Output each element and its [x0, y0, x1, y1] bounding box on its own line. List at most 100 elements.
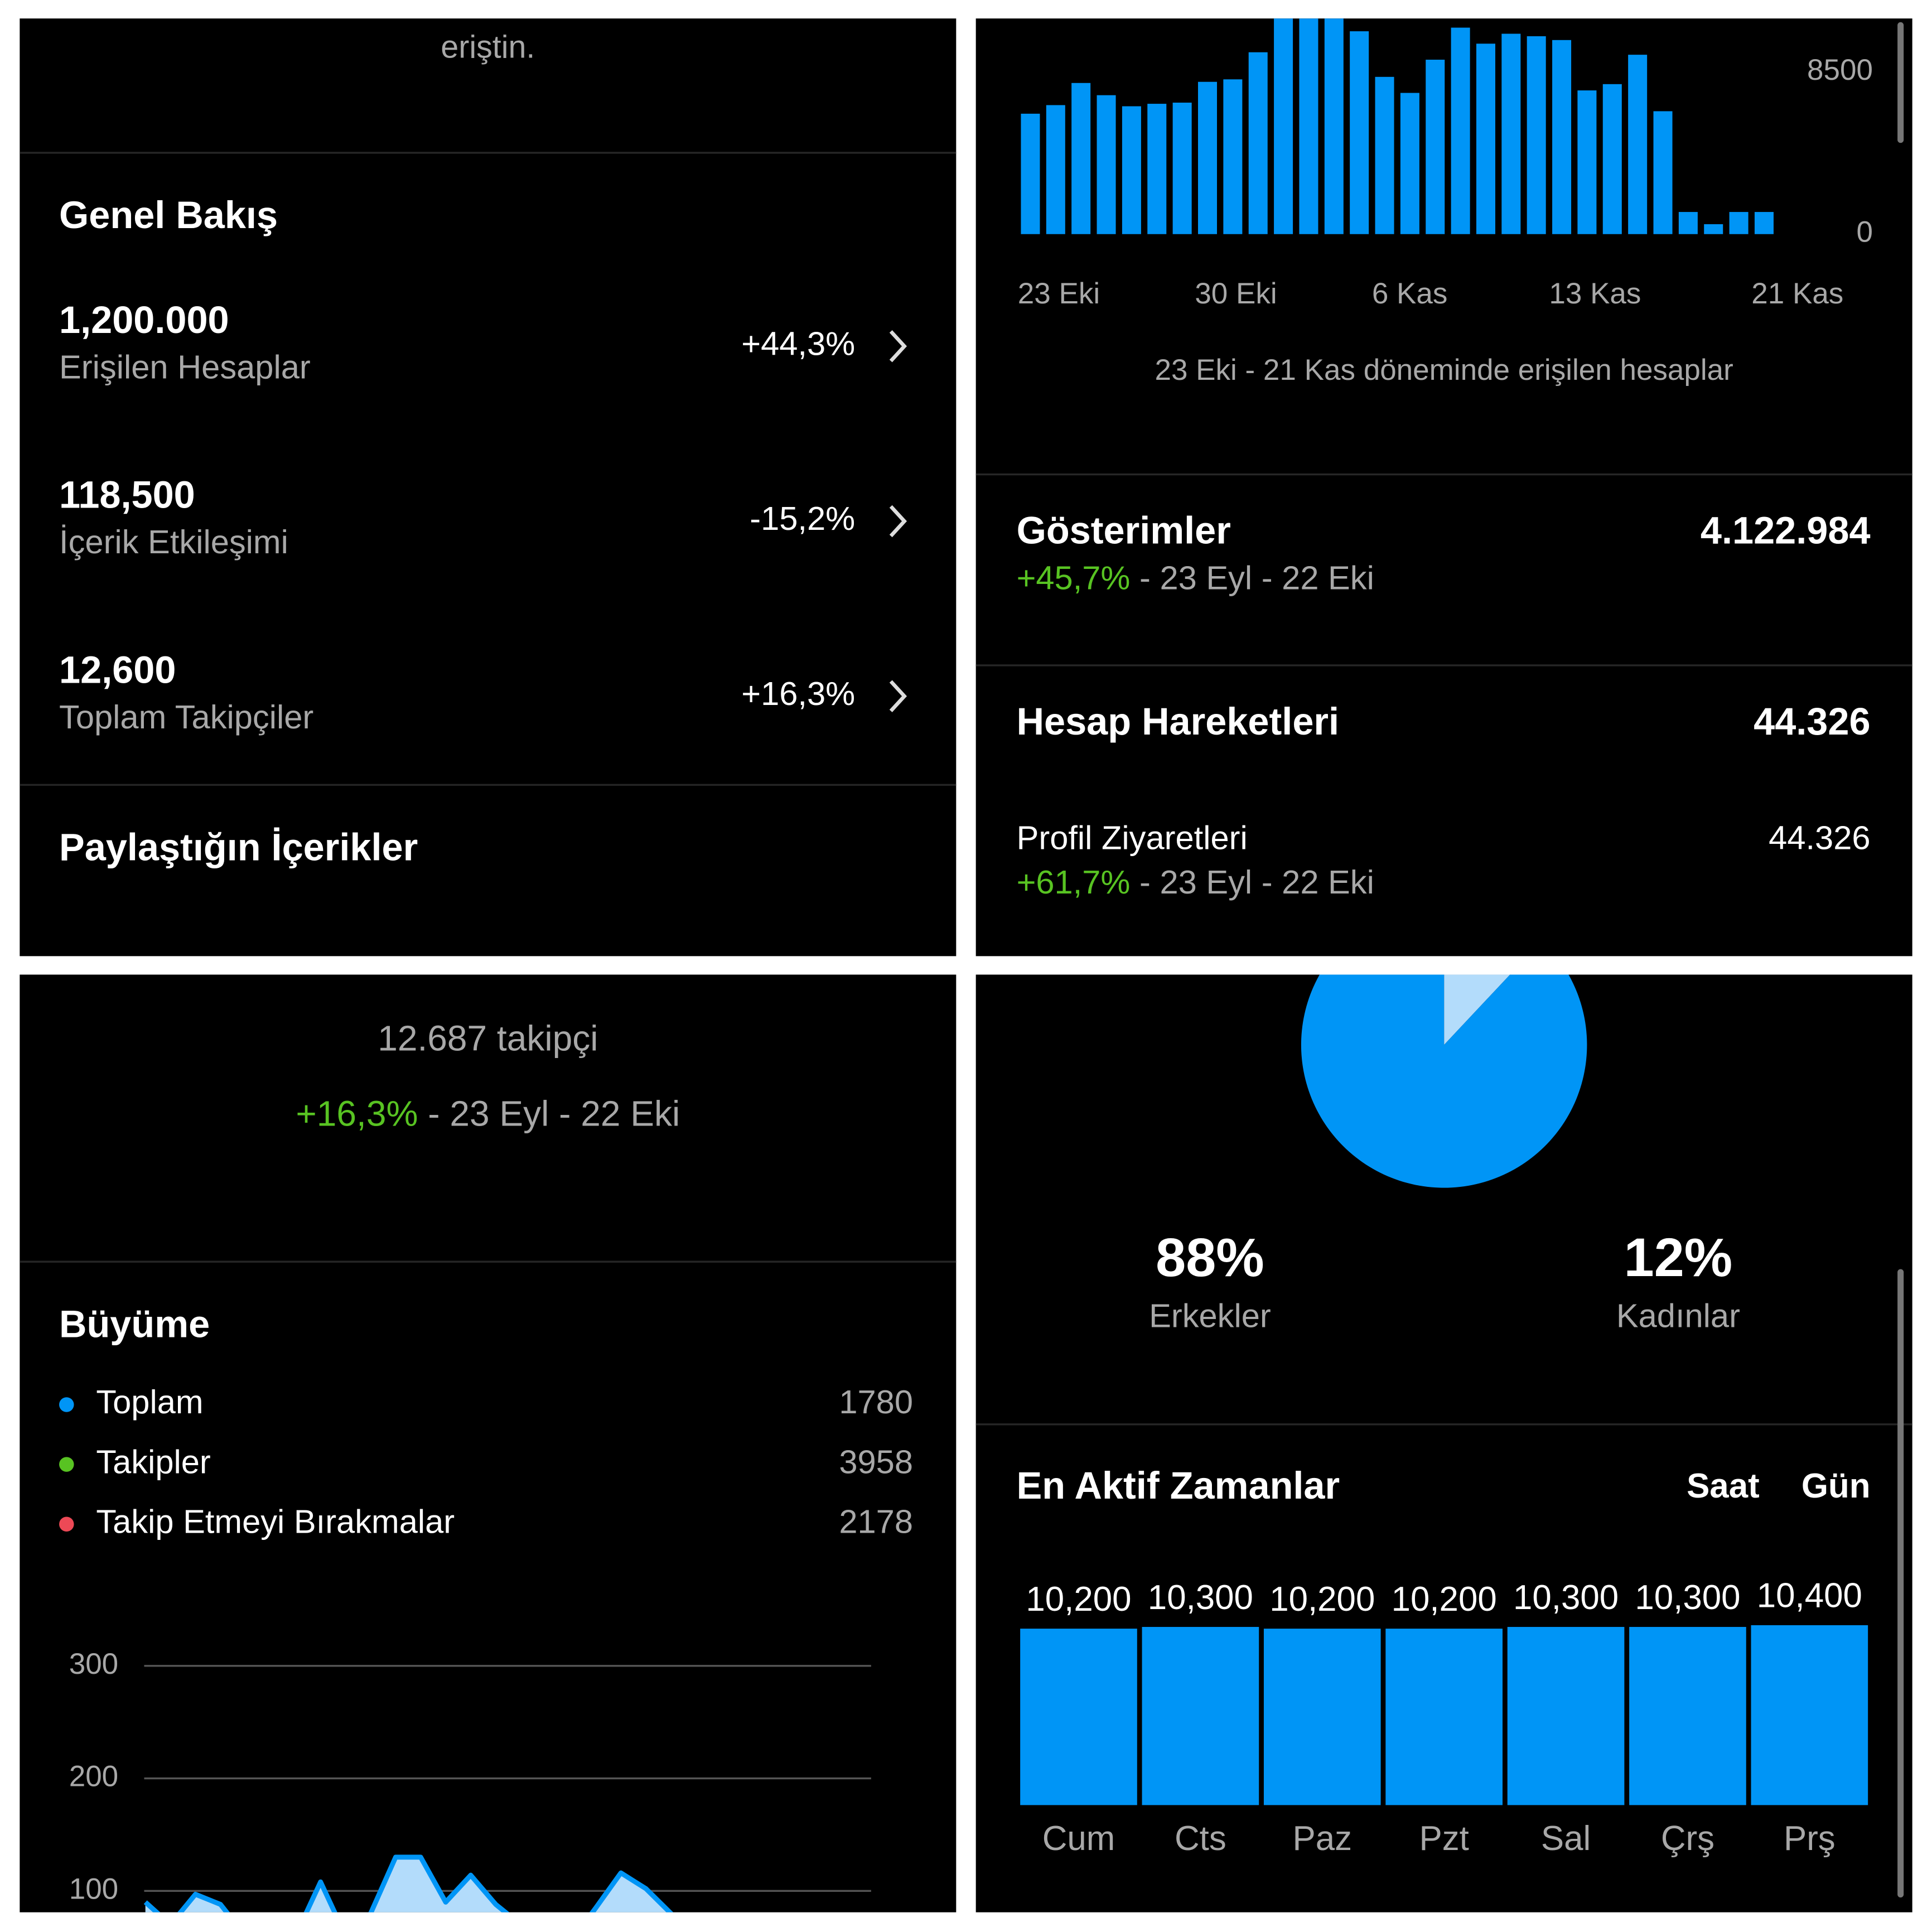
- section-title: Hesap Hareketleri: [1017, 700, 1340, 743]
- bar: [1147, 104, 1167, 234]
- metric-value: 1,200.000: [59, 298, 229, 341]
- bar: [1729, 212, 1749, 234]
- bar: [1451, 27, 1470, 234]
- bar: [1020, 1629, 1137, 1805]
- bar: [1426, 60, 1445, 234]
- pie-category: Kadınlar: [1616, 1297, 1740, 1335]
- period: - 23 Eyl - 22 Eki: [1139, 863, 1374, 901]
- x-tick-label: 23 Eki: [1018, 277, 1100, 310]
- bar: [1400, 93, 1419, 234]
- growth-chart: 100 200 300: [69, 1648, 871, 1912]
- x-tick-label: Çrş: [1661, 1819, 1714, 1858]
- legend-dot: [59, 1516, 74, 1532]
- x-tick-label: Prş: [1784, 1819, 1836, 1858]
- section-title: Genel Bakış: [59, 194, 278, 236]
- bar: [1172, 103, 1192, 234]
- chevron[interactable]: [889, 680, 907, 712]
- metric-value: 118,500: [59, 474, 195, 516]
- legend-label: Takip Etmeyi Bırakmalar: [96, 1503, 455, 1540]
- section-title: Büyüme: [59, 1302, 210, 1345]
- scrollbar: [1897, 22, 1904, 143]
- metric-label: İçerik Etkileşimi: [59, 523, 288, 561]
- chart-caption: 23 Eki - 21 Kas döneminde erişilen hesap…: [1155, 354, 1733, 387]
- bar: [1507, 1627, 1625, 1805]
- bar: [1263, 1629, 1381, 1805]
- bar: [1653, 111, 1673, 234]
- bar: [1350, 31, 1369, 234]
- pie-category: Erkekler: [1149, 1297, 1271, 1335]
- growth-legend: Toplam 1780 Takipler 3958 Takip Etmeyi Bırak…: [59, 1383, 913, 1540]
- toggle-option[interactable]: Gün: [1801, 1467, 1871, 1505]
- active-times-chart: Cum 10,200 Cts 10,300 Paz 10,200 Pzt 10,200 Sal 1…: [1020, 1577, 1868, 1858]
- metric-change: +61,7% - 23 Eyl - 22 Eki: [1017, 863, 1374, 901]
- item-value: 44.326: [1769, 819, 1870, 856]
- metric-change: -15,2%: [750, 500, 855, 537]
- pie-value-label: 12%: [1624, 1227, 1733, 1288]
- bar: [1046, 105, 1065, 234]
- bar: [1577, 90, 1597, 234]
- bar: [1751, 1625, 1868, 1805]
- x-tick-label: Cum: [1042, 1819, 1115, 1858]
- legend-dot: [59, 1457, 74, 1472]
- period: - 23 Eyl - 22 Eki: [1139, 559, 1374, 596]
- legend-label: Takipler: [96, 1443, 210, 1480]
- panel-overview: [20, 18, 957, 957]
- toggle: Saat Gün: [1687, 1467, 1870, 1505]
- change: +45,7%: [1017, 559, 1131, 596]
- metric-value: 44.326: [1754, 700, 1870, 743]
- follower-change: +16,3% - 23 Eyl - 22 Eki: [296, 1093, 680, 1133]
- period: - 23 Eyl - 22 Eki: [428, 1093, 680, 1133]
- value-label: 10,300: [1635, 1578, 1740, 1617]
- scrollbar: [1897, 1269, 1904, 1898]
- legend-value: 3958: [839, 1443, 913, 1480]
- bar: [1629, 1627, 1746, 1805]
- chevron[interactable]: [889, 330, 907, 363]
- y-tick-label: 200: [69, 1760, 118, 1793]
- bar: [1021, 113, 1040, 234]
- bar: [1754, 212, 1774, 234]
- reach-chart: 0 8500 23 Eki 30 Eki 6 Kas 13 Kas 21 Kas: [1018, 18, 1873, 310]
- bar: [1501, 33, 1521, 234]
- bar: [1678, 212, 1698, 234]
- x-tick-label: Pzt: [1419, 1819, 1469, 1858]
- bar: [1704, 224, 1723, 234]
- bar: [1097, 95, 1116, 234]
- bar: [1602, 84, 1622, 234]
- x-tick-label: Cts: [1175, 1819, 1226, 1858]
- metric-label: Toplam Takipçiler: [59, 698, 313, 736]
- area: [145, 1857, 670, 1912]
- x-tick-label: Paz: [1292, 1819, 1352, 1858]
- value-label: 10,400: [1757, 1577, 1862, 1615]
- follower-count: 12.687 takipçi: [378, 1018, 598, 1059]
- x-tick-label: 30 Eki: [1195, 277, 1277, 310]
- bar: [1324, 18, 1344, 234]
- metric-change: +45,7% - 23 Eyl - 22 Eki: [1017, 559, 1374, 596]
- pie-value-label: 88%: [1156, 1227, 1264, 1288]
- y-tick-label: 0: [1856, 216, 1873, 249]
- x-tick-label: 21 Kas: [1751, 277, 1843, 310]
- metric-value: 4.122.984: [1701, 509, 1871, 552]
- bar: [1299, 18, 1318, 234]
- metric-label: Erişilen Hesaplar: [59, 349, 311, 386]
- bar: [1552, 40, 1572, 234]
- change: +16,3%: [296, 1093, 418, 1133]
- value-label: 10,200: [1392, 1580, 1497, 1619]
- item-label: Profil Ziyaretleri: [1017, 819, 1248, 856]
- y-tick-label: 300: [69, 1648, 118, 1680]
- legend-label: Toplam: [96, 1383, 203, 1421]
- x-tick-label: 13 Kas: [1549, 277, 1641, 310]
- bar: [1223, 79, 1243, 234]
- toggle-option[interactable]: Saat: [1687, 1467, 1760, 1505]
- chevron[interactable]: [889, 505, 907, 538]
- bar: [1197, 81, 1218, 234]
- reach-text: eriştin.: [441, 30, 535, 65]
- bar: [1071, 83, 1091, 234]
- y-tick-label: 8500: [1807, 54, 1873, 86]
- metric-change: +44,3%: [741, 325, 855, 363]
- bar: [1142, 1627, 1259, 1805]
- section-title: Gösterimler: [1017, 509, 1231, 552]
- panel-followers: [20, 974, 957, 1912]
- legend-value: 2178: [839, 1503, 913, 1540]
- pie-slice: [1301, 974, 1587, 1188]
